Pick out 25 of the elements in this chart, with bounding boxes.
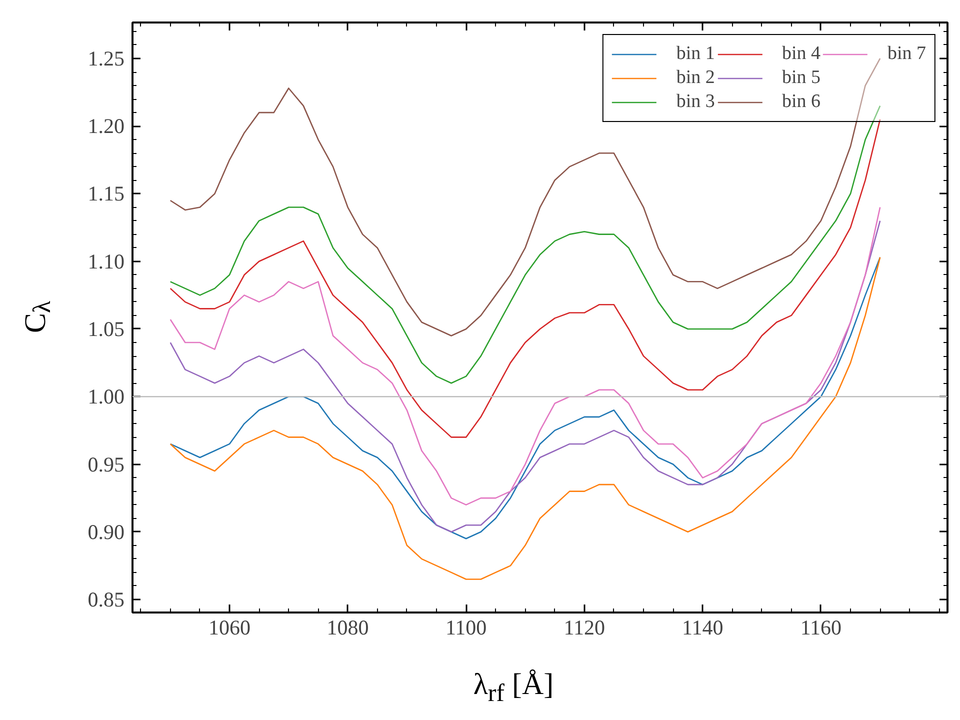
- x-tick-label: 1060: [208, 616, 250, 640]
- legend-label: bin 1: [676, 43, 715, 65]
- y-tick-label: 0.95: [88, 452, 124, 476]
- line-series: [170, 118, 881, 438]
- legend-label: bin 3: [676, 91, 715, 113]
- legend-label: bin 4: [782, 43, 820, 65]
- y-tick-label: 1.25: [88, 46, 124, 70]
- legend-label: bin 2: [676, 67, 715, 89]
- x-tick-label: 1140: [682, 616, 724, 640]
- y-tick-label: 0.90: [88, 520, 124, 544]
- y-tick-label: 0.85: [88, 588, 124, 612]
- legend-label: bin 6: [782, 91, 820, 113]
- y-tick-label: 1.10: [88, 249, 124, 274]
- legend-label: bin 5: [782, 67, 820, 89]
- x-tick-label: 1120: [564, 616, 605, 640]
- x-tick-label: 1080: [326, 616, 369, 640]
- x-tick-label: 1160: [800, 616, 842, 640]
- y-tick-label: 1.05: [88, 316, 124, 341]
- x-axis-title: λ$_{rf}$ [Å]: [473, 667, 554, 709]
- x-tick-label: 1100: [445, 616, 487, 640]
- y-tick-label: 1.15: [88, 182, 124, 206]
- y-tick-label: 1.20: [88, 114, 124, 138]
- y-tick-label: 1.00: [88, 384, 124, 409]
- legend-label: bin 7: [887, 43, 926, 65]
- line-series: [170, 58, 881, 336]
